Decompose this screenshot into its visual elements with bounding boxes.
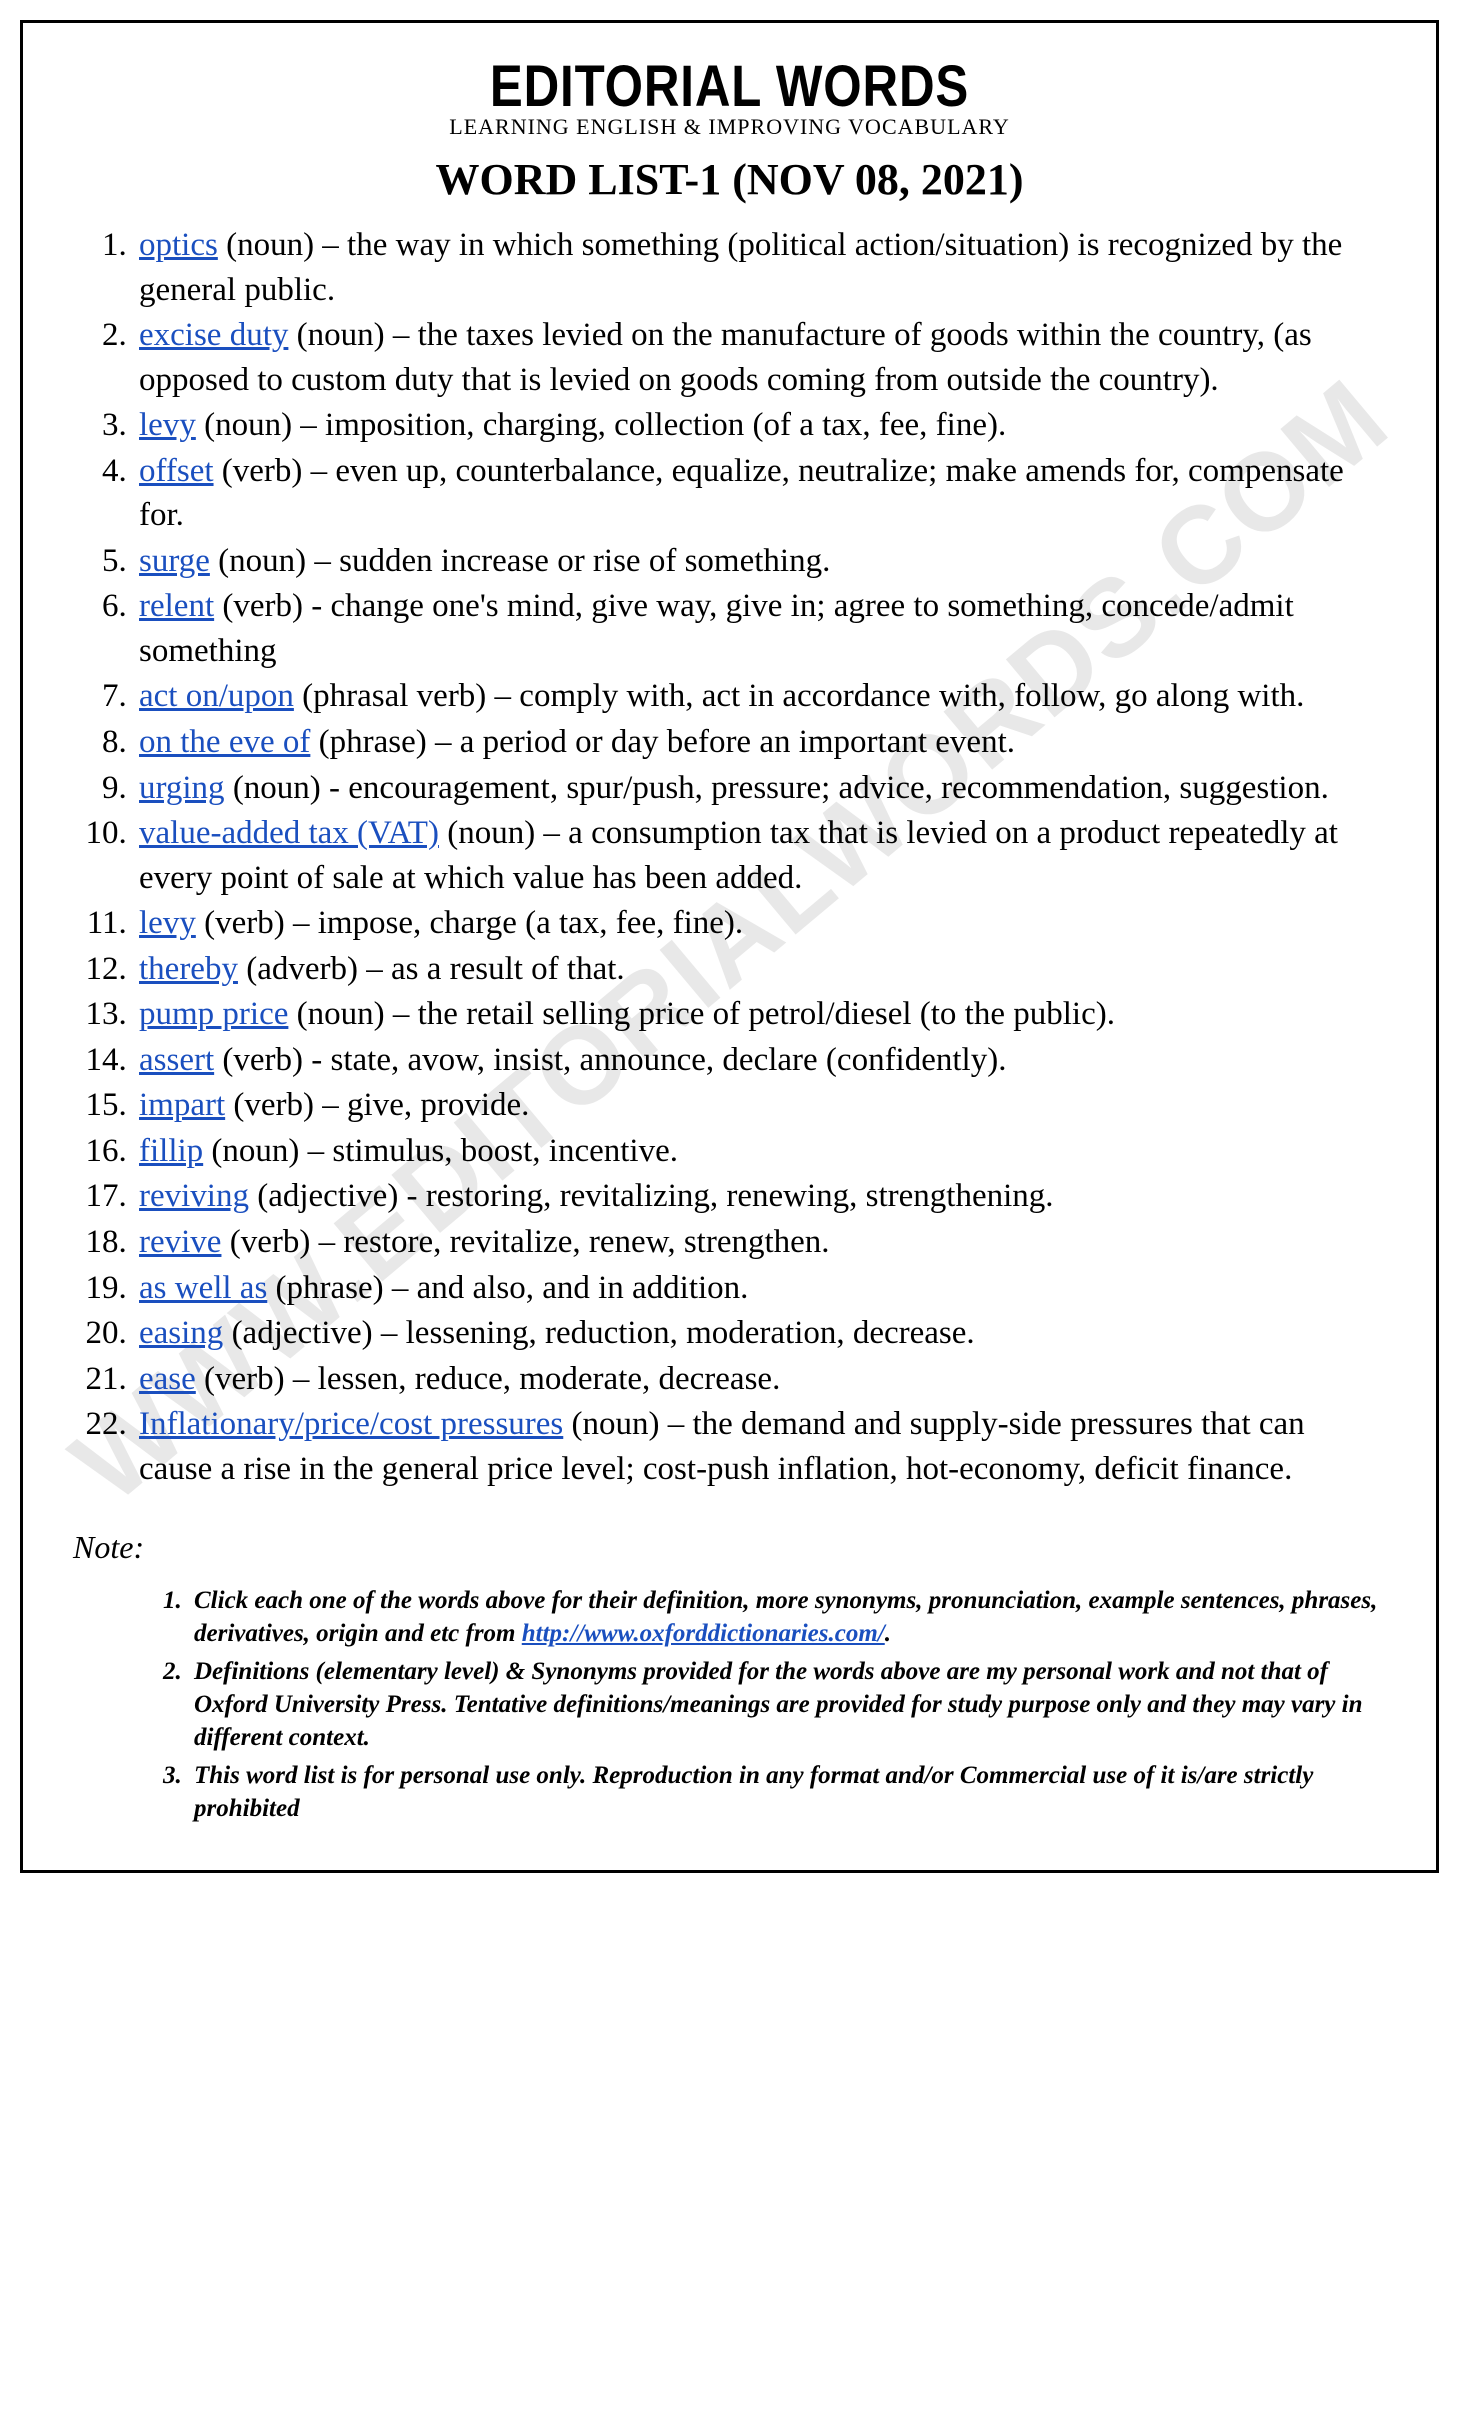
word-term-link[interactable]: revive bbox=[139, 1224, 221, 1260]
notes-list: Click each one of the words above for th… bbox=[73, 1584, 1386, 1825]
word-term-link[interactable]: thereby bbox=[139, 951, 238, 987]
word-definition: (adverb) – as a result of that. bbox=[238, 951, 625, 987]
word-item: offset (verb) – even up, counterbalance,… bbox=[135, 449, 1386, 538]
word-term-link[interactable]: excise duty bbox=[139, 317, 288, 353]
word-item: excise duty (noun) – the taxes levied on… bbox=[135, 313, 1386, 402]
note-text: This word list is for personal use only.… bbox=[194, 1762, 1313, 1822]
word-term-link[interactable]: levy bbox=[139, 905, 196, 941]
word-definition: (noun) – the taxes levied on the manufac… bbox=[139, 317, 1312, 398]
note-label: Note: bbox=[73, 1529, 1386, 1566]
word-item: urging (noun) - encouragement, spur/push… bbox=[135, 766, 1386, 811]
word-definition: (phrase) – and also, and in addition. bbox=[267, 1270, 748, 1306]
word-term-link[interactable]: as well as bbox=[139, 1270, 267, 1306]
word-definition: (verb) – restore, revitalize, renew, str… bbox=[221, 1224, 829, 1260]
note-text-post: . bbox=[885, 1620, 891, 1647]
word-term-link[interactable]: relent bbox=[139, 588, 214, 624]
word-definition: (verb) – lessen, reduce, moderate, decre… bbox=[196, 1361, 781, 1397]
note-item: This word list is for personal use only.… bbox=[188, 1759, 1386, 1825]
word-term-link[interactable]: ease bbox=[139, 1361, 196, 1397]
word-definition: (noun) – imposition, charging, collectio… bbox=[196, 407, 1006, 443]
word-term-link[interactable]: reviving bbox=[139, 1178, 249, 1214]
word-item: pump price (noun) – the retail selling p… bbox=[135, 992, 1386, 1037]
word-definition: (phrase) – a period or day before an imp… bbox=[310, 724, 1015, 760]
word-item: as well as (phrase) – and also, and in a… bbox=[135, 1266, 1386, 1311]
word-item: impart (verb) – give, provide. bbox=[135, 1083, 1386, 1128]
word-list: optics (noun) – the way in which somethi… bbox=[73, 223, 1386, 1491]
word-term-link[interactable]: act on/upon bbox=[139, 678, 294, 714]
word-term-link[interactable]: easing bbox=[139, 1315, 223, 1351]
word-definition: (verb) – even up, counterbalance, equali… bbox=[139, 453, 1344, 534]
note-text: Definitions (elementary level) & Synonym… bbox=[194, 1658, 1363, 1751]
word-term-link[interactable]: surge bbox=[139, 543, 210, 579]
word-definition: (noun) – stimulus, boost, incentive. bbox=[203, 1133, 678, 1169]
list-title: WORD LIST-1 (NOV 08, 2021) bbox=[73, 154, 1386, 205]
word-item: assert (verb) - state, avow, insist, ann… bbox=[135, 1038, 1386, 1083]
word-item: levy (verb) – impose, charge (a tax, fee… bbox=[135, 901, 1386, 946]
word-definition: (noun) – sudden increase or rise of some… bbox=[210, 543, 830, 579]
word-item: optics (noun) – the way in which somethi… bbox=[135, 223, 1386, 312]
word-definition: (verb) – impose, charge (a tax, fee, fin… bbox=[196, 905, 743, 941]
word-item: fillip (noun) – stimulus, boost, incenti… bbox=[135, 1129, 1386, 1174]
word-definition: (verb) – give, provide. bbox=[225, 1087, 529, 1123]
word-term-link[interactable]: offset bbox=[139, 453, 214, 489]
word-term-link[interactable]: on the eve of bbox=[139, 724, 310, 760]
word-definition: (adjective) - restoring, revitalizing, r… bbox=[249, 1178, 1054, 1214]
word-term-link[interactable]: urging bbox=[139, 770, 225, 806]
word-item: ease (verb) – lessen, reduce, moderate, … bbox=[135, 1357, 1386, 1402]
word-term-link[interactable]: fillip bbox=[139, 1133, 203, 1169]
document-page: WWW.EDITORIALWORDS.COM EDITORIAL WORDS L… bbox=[20, 20, 1439, 1873]
word-item: on the eve of (phrase) – a period or day… bbox=[135, 720, 1386, 765]
word-definition: (noun) – the way in which something (pol… bbox=[139, 227, 1342, 308]
word-item: reviving (adjective) - restoring, revita… bbox=[135, 1174, 1386, 1219]
word-term-link[interactable]: assert bbox=[139, 1042, 214, 1078]
word-definition: (verb) - state, avow, insist, announce, … bbox=[214, 1042, 1006, 1078]
word-item: act on/upon (phrasal verb) – comply with… bbox=[135, 674, 1386, 719]
brand-title: EDITORIAL WORDS bbox=[171, 53, 1287, 120]
word-definition: (verb) - change one's mind, give way, gi… bbox=[139, 588, 1294, 669]
word-item: thereby (adverb) – as a result of that. bbox=[135, 947, 1386, 992]
word-term-link[interactable]: levy bbox=[139, 407, 196, 443]
word-definition: (noun) – the retail selling price of pet… bbox=[288, 996, 1115, 1032]
word-item: relent (verb) - change one's mind, give … bbox=[135, 584, 1386, 673]
word-item: easing (adjective) – lessening, reductio… bbox=[135, 1311, 1386, 1356]
word-term-link[interactable]: optics bbox=[139, 227, 218, 263]
word-item: surge (noun) – sudden increase or rise o… bbox=[135, 539, 1386, 584]
word-term-link[interactable]: value-added tax (VAT) bbox=[139, 815, 439, 851]
word-definition: (phrasal verb) – comply with, act in acc… bbox=[294, 678, 1304, 714]
note-item: Click each one of the words above for th… bbox=[188, 1584, 1386, 1650]
word-item: levy (noun) – imposition, charging, coll… bbox=[135, 403, 1386, 448]
word-term-link[interactable]: pump price bbox=[139, 996, 288, 1032]
word-definition: (noun) - encouragement, spur/push, press… bbox=[225, 770, 1329, 806]
word-term-link[interactable]: impart bbox=[139, 1087, 225, 1123]
word-definition: (adjective) – lessening, reduction, mode… bbox=[223, 1315, 974, 1351]
note-item: Definitions (elementary level) & Synonym… bbox=[188, 1655, 1386, 1754]
header: EDITORIAL WORDS LEARNING ENGLISH & IMPRO… bbox=[73, 53, 1386, 205]
note-url-link[interactable]: http://www.oxforddictionaries.com/ bbox=[522, 1620, 885, 1647]
word-term-link[interactable]: Inflationary/price/cost pressures bbox=[139, 1406, 563, 1442]
content-wrapper: EDITORIAL WORDS LEARNING ENGLISH & IMPRO… bbox=[73, 53, 1386, 1825]
word-item: revive (verb) – restore, revitalize, ren… bbox=[135, 1220, 1386, 1265]
word-item: Inflationary/price/cost pressures (noun)… bbox=[135, 1402, 1386, 1491]
word-item: value-added tax (VAT) (noun) – a consump… bbox=[135, 811, 1386, 900]
